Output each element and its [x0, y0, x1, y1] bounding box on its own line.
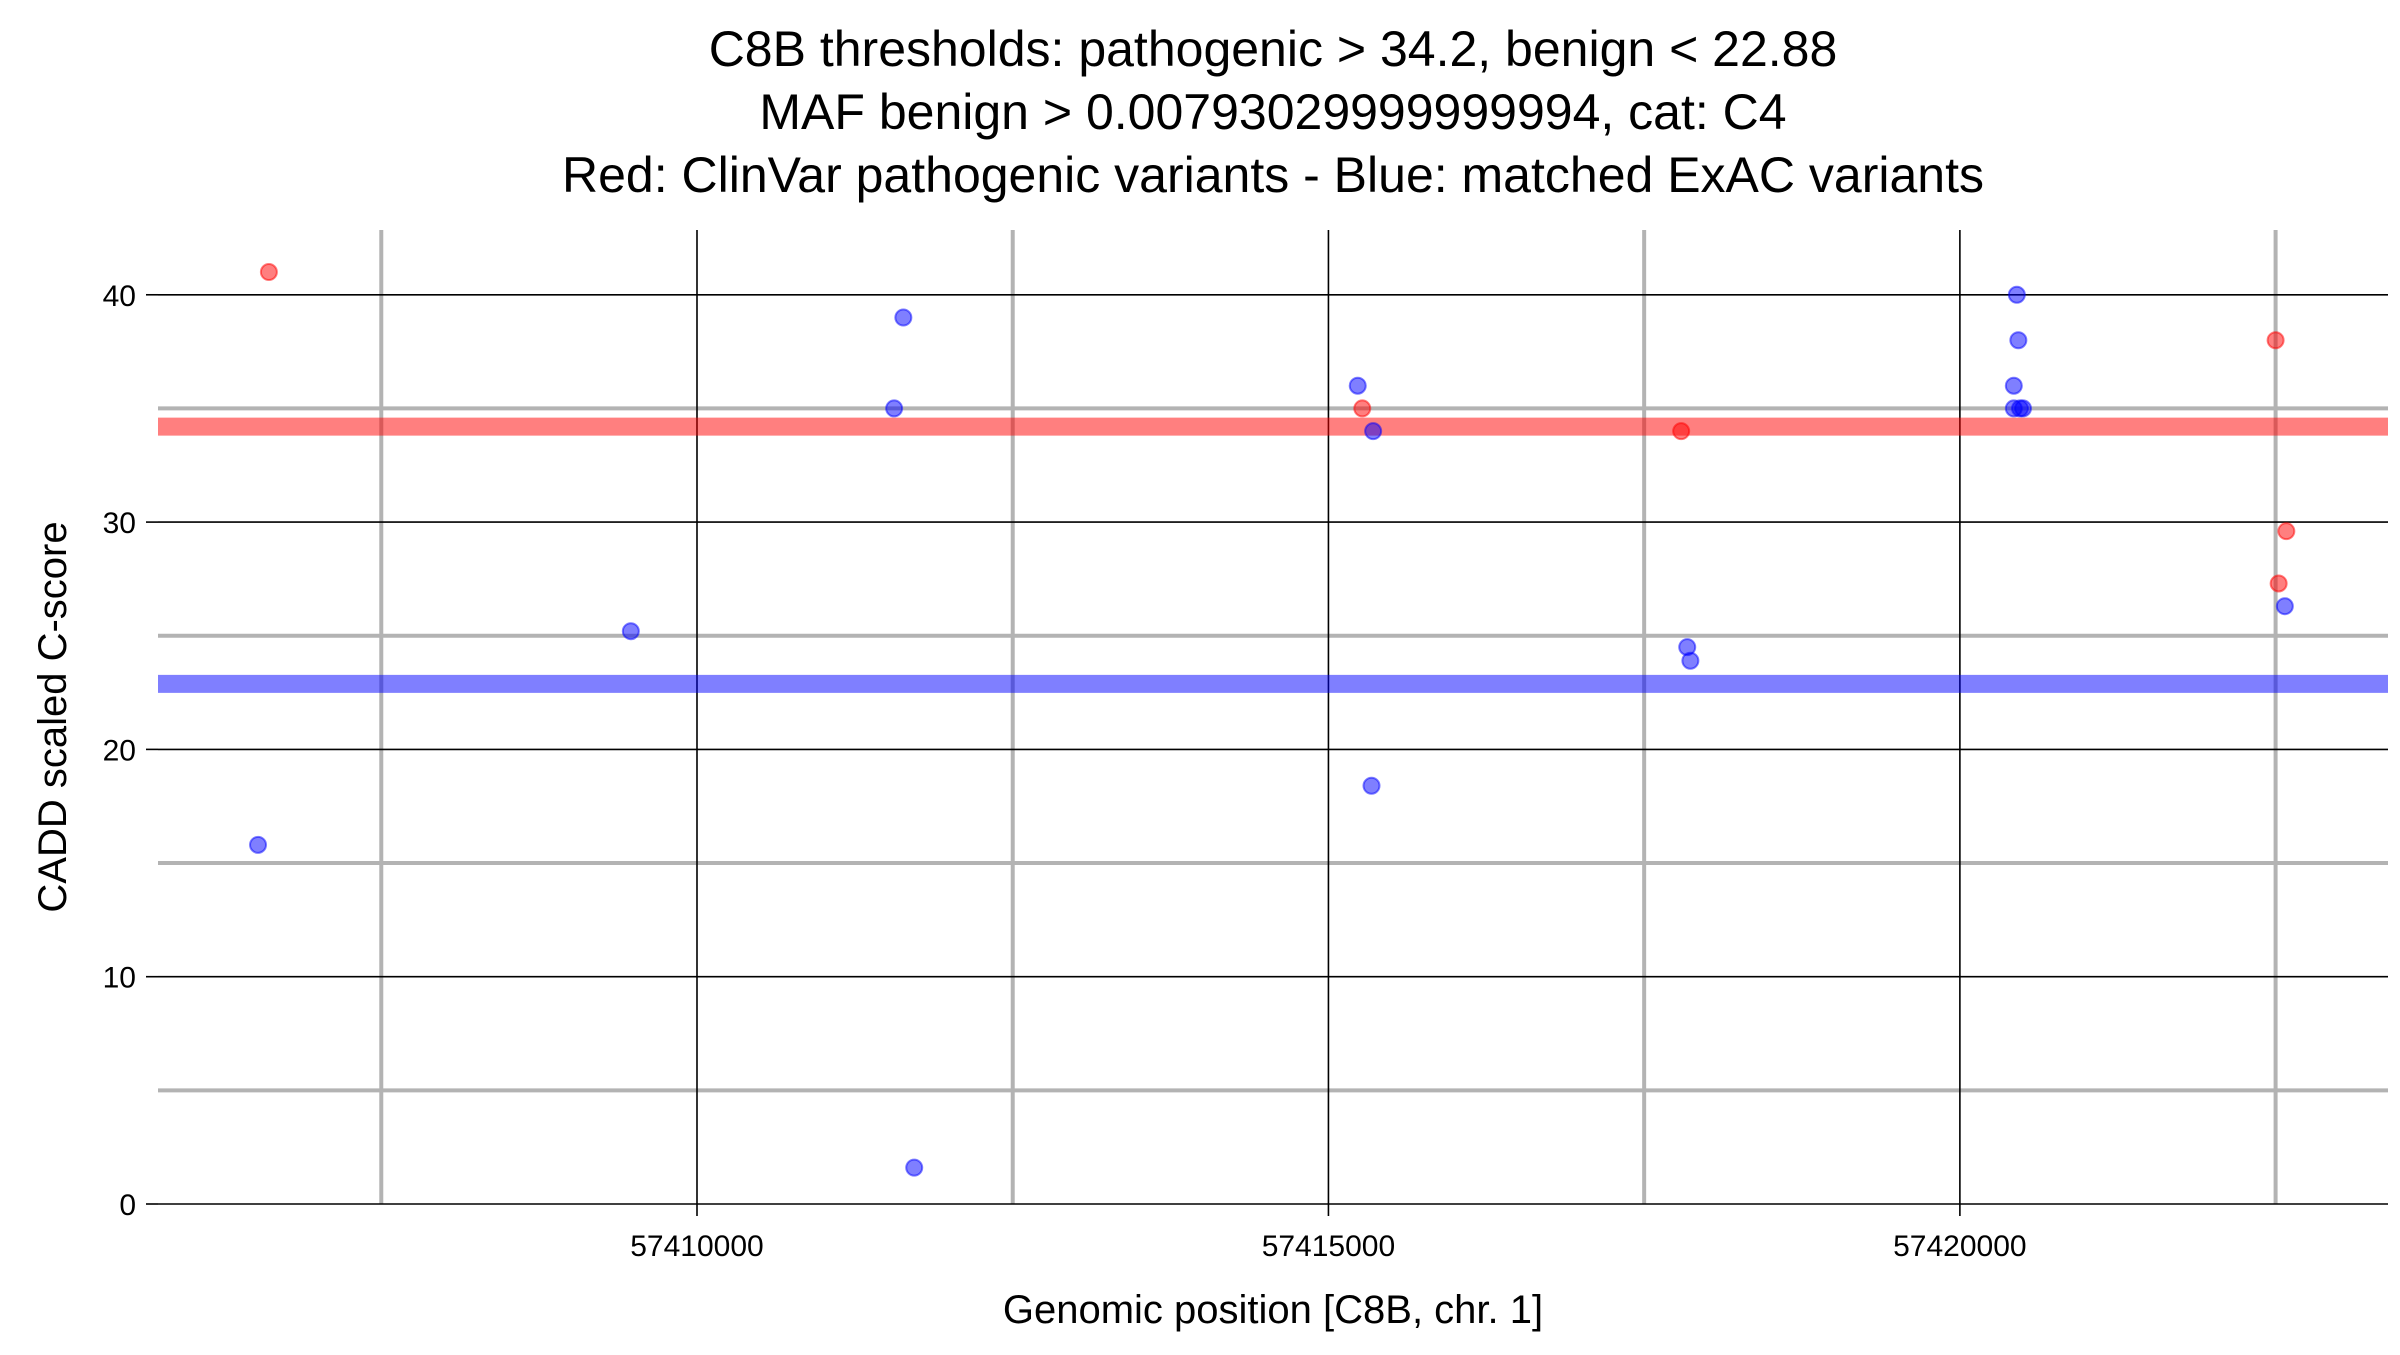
y-tick-label: 10: [103, 962, 136, 995]
chart-title-line-3: Red: ClinVar pathogenic variants - Blue:…: [562, 147, 1984, 203]
data-point: [885, 399, 904, 418]
data-points: [249, 263, 2296, 1177]
data-point: [1681, 651, 1700, 670]
data-point: [1353, 399, 1372, 418]
data-point: [2277, 522, 2296, 541]
x-tick-label: 57420000: [1893, 1230, 2026, 1263]
data-point: [2266, 331, 2285, 350]
data-point: [2269, 574, 2288, 593]
grid: [158, 230, 2388, 1205]
y-tick-label: 40: [103, 280, 136, 313]
data-point: [1672, 422, 1691, 441]
data-point: [1362, 776, 1381, 795]
y-tick-label: 30: [103, 507, 136, 540]
threshold-lines: [158, 417, 2388, 693]
data-point: [621, 622, 640, 641]
data-point: [1348, 376, 1367, 395]
data-point: [1364, 422, 1383, 441]
x-axis-label: Genomic position [C8B, chr. 1]: [1003, 1288, 1543, 1332]
y-axis-label: CADD scaled C-score: [31, 521, 75, 912]
chart-title-line-2: MAF benign > 0.00793029999999994, cat: C…: [759, 84, 1786, 140]
data-point: [2275, 597, 2294, 616]
data-point: [905, 1158, 924, 1177]
axis-ticks: 0 10 20 30 40 57410000 57415000 57420000: [103, 280, 2027, 1263]
data-point: [2014, 399, 2033, 418]
y-tick-label: 20: [103, 734, 136, 767]
data-point: [2009, 331, 2028, 350]
x-tick-label: 57415000: [1262, 1230, 1395, 1263]
data-point: [259, 263, 278, 282]
data-point: [894, 308, 913, 327]
y-tick-label: 0: [119, 1189, 136, 1222]
chart-title-line-1: C8B thresholds: pathogenic > 34.2, benig…: [709, 21, 1838, 77]
data-point: [2007, 285, 2026, 304]
data-point: [249, 835, 268, 854]
data-point: [2004, 376, 2023, 395]
x-tick-label: 57410000: [630, 1230, 763, 1263]
